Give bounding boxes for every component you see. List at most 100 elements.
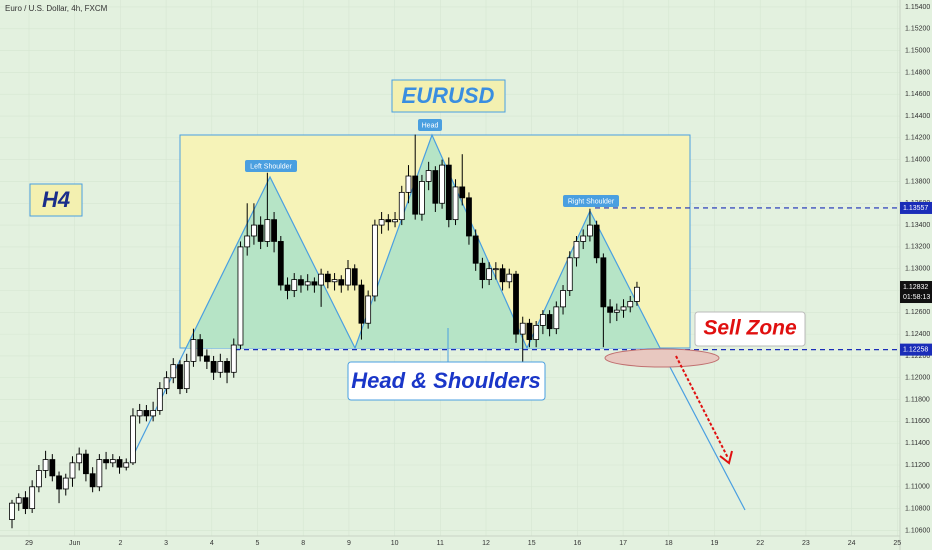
candle-body <box>371 224 378 297</box>
candle-body <box>526 322 533 340</box>
zone-box <box>694 311 806 347</box>
level-label: 1.12258 <box>903 346 928 353</box>
y-tick-label: 1.12000 <box>905 375 930 382</box>
candle-body <box>22 497 29 510</box>
candle-body <box>486 268 493 281</box>
candle-body <box>459 186 466 199</box>
candle-body <box>580 235 587 242</box>
y-tick-label: 1.11800 <box>905 396 930 403</box>
timeframe-box <box>29 183 83 217</box>
candle-body <box>35 470 42 488</box>
candle-body <box>69 462 76 479</box>
right-shoulder-label: Right Shoulder <box>568 198 615 205</box>
candle-body <box>546 314 553 330</box>
sell-arrow <box>675 355 729 459</box>
pattern-box-label <box>347 361 546 401</box>
candle-body <box>553 306 560 330</box>
y-tick-label: 1.11600 <box>905 418 930 425</box>
timeframe-label: H4 <box>42 187 70 212</box>
candle-body <box>244 235 251 248</box>
head-label: Head <box>422 122 439 129</box>
candle-body <box>338 279 345 286</box>
candle-body <box>203 355 210 362</box>
x-tick-label: 23 <box>802 540 810 547</box>
y-tick-label: 1.10600 <box>905 527 930 534</box>
y-tick-label: 1.12200 <box>905 353 930 360</box>
candle-body <box>533 325 540 340</box>
candle-body <box>634 286 640 302</box>
y-tick-label: 1.11200 <box>905 462 930 469</box>
head-fill <box>355 135 527 348</box>
candle-body <box>499 268 506 283</box>
candle-body <box>9 502 15 520</box>
candle-body <box>412 175 419 215</box>
x-tick-label: 9 <box>347 540 351 547</box>
candle-body <box>311 281 318 286</box>
candle-body <box>620 306 627 311</box>
candle-body <box>351 268 358 286</box>
candle-body <box>392 219 398 223</box>
y-tick-label: 1.12600 <box>905 309 930 316</box>
level-tag <box>900 201 932 214</box>
right-shoulder-box <box>563 195 619 207</box>
head-box <box>418 119 442 131</box>
shoulder-fill <box>527 211 660 348</box>
candle-body <box>298 279 304 286</box>
candle-body <box>76 453 83 464</box>
main-box <box>391 79 506 113</box>
pattern-line <box>129 133 746 511</box>
x-tick-label: 19 <box>711 540 719 547</box>
candle-body <box>156 388 163 411</box>
candle-body <box>378 219 385 226</box>
candle-body <box>519 322 526 335</box>
candle-body <box>439 164 445 204</box>
chart-title: Euro / U.S. Dollar, 4h, FXCM <box>5 4 108 13</box>
y-tick-label: 1.10800 <box>905 505 930 512</box>
y-tick-label: 1.13000 <box>905 266 930 273</box>
candle-body <box>593 224 600 259</box>
candle-body <box>324 273 331 283</box>
x-tick-label: Jun <box>69 540 80 547</box>
candle-body <box>466 197 472 237</box>
candle-body <box>230 344 237 373</box>
candle-body <box>318 273 325 286</box>
candle-body <box>237 246 244 346</box>
level-tag <box>900 343 932 356</box>
candle-body <box>600 257 607 308</box>
candle-body <box>398 191 405 221</box>
pattern-label: Head & Shoulders <box>351 368 540 393</box>
candle-body <box>492 268 499 271</box>
candle-body <box>452 186 459 221</box>
candles <box>9 134 640 529</box>
left-shoulder-box <box>245 160 297 172</box>
x-tick-label: 17 <box>619 540 627 547</box>
candle-body <box>472 235 479 264</box>
candle-body <box>291 279 298 291</box>
y-tick-label: 1.14200 <box>905 135 930 142</box>
x-tick-label: 2 <box>118 540 122 547</box>
candle-body <box>103 459 109 464</box>
y-tick-label: 1.11000 <box>905 484 930 491</box>
candle-body <box>177 364 183 390</box>
x-tick-label: 29 <box>25 540 33 547</box>
candle-body <box>566 257 573 291</box>
candle-body <box>627 301 634 308</box>
candle-body <box>89 473 96 488</box>
candle-body <box>210 360 217 373</box>
level-label: 1.13557 <box>903 205 928 212</box>
candle-body <box>42 459 49 471</box>
y-tick-label: 1.13400 <box>905 222 930 229</box>
candle-body <box>116 459 123 468</box>
candle-body <box>284 284 291 291</box>
x-tick-label: 10 <box>391 540 399 547</box>
candle-body <box>150 410 157 417</box>
candle-body <box>607 306 613 313</box>
x-tick-label: 8 <box>301 540 305 547</box>
candle-body <box>345 268 351 286</box>
y-tick-label: 1.15000 <box>905 47 930 54</box>
candle-body <box>56 475 62 490</box>
candle-body <box>183 360 190 390</box>
candle-body <box>573 241 580 259</box>
candle-body <box>49 459 56 477</box>
